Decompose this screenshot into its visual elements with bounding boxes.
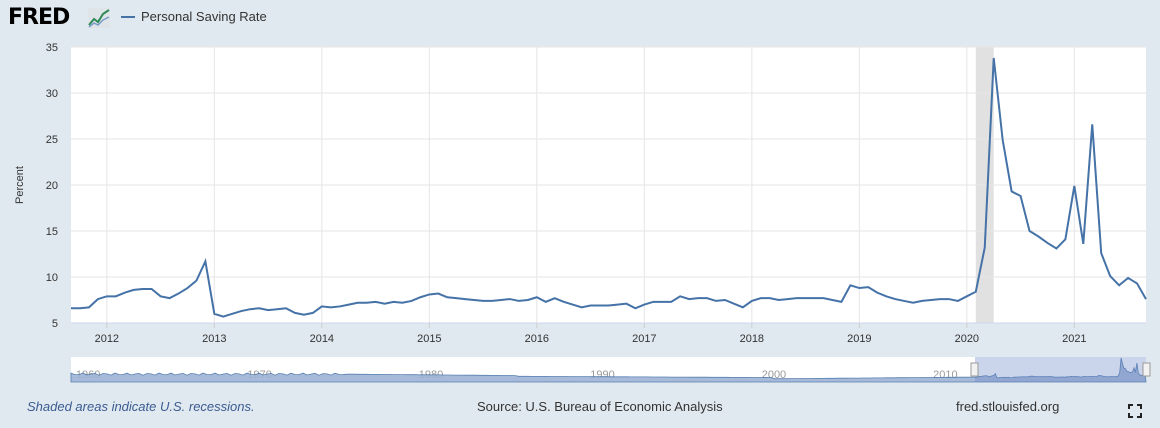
fullscreen-icon[interactable] <box>1128 404 1142 418</box>
y-tick-label: 20 <box>46 180 58 192</box>
chart-header: FRED Personal Saving Rate <box>0 0 1160 40</box>
y-tick-label: 15 <box>46 226 58 238</box>
y-tick-label: 5 <box>52 318 58 330</box>
navigator-selection[interactable] <box>975 357 1146 382</box>
x-tick-label: 2014 <box>310 333 334 345</box>
x-tick-label: 2012 <box>95 333 119 345</box>
y-tick-label: 10 <box>46 272 58 284</box>
legend[interactable]: Personal Saving Rate <box>121 9 267 24</box>
y-tick-label: 30 <box>46 88 58 100</box>
y-axis-label: Percent <box>14 166 26 204</box>
x-tick-label: 2019 <box>847 333 871 345</box>
fred-logo[interactable]: FRED <box>8 5 70 30</box>
x-tick-label: 2020 <box>955 333 979 345</box>
navigator-handle-right[interactable] <box>1142 362 1151 377</box>
x-tick-label: 2018 <box>740 333 764 345</box>
legend-label: Personal Saving Rate <box>141 9 267 24</box>
grid-layer <box>71 46 1146 328</box>
x-tick-label: 2017 <box>632 333 656 345</box>
navigator-area <box>70 357 1147 383</box>
legend-swatch <box>121 15 135 18</box>
y-tick-labels: 5 10 15 20 25 30 35 <box>46 42 58 330</box>
navigator-handle-left[interactable] <box>970 362 979 377</box>
y-tick-label: 35 <box>46 42 58 54</box>
x-tick-labels: 2012 2013 2014 2015 2016 2017 2018 2019 2020 2021 <box>95 333 1087 345</box>
x-tick-label: 2015 <box>417 333 441 345</box>
chart-line-icon <box>88 8 110 28</box>
x-tick-label: 2021 <box>1062 333 1086 345</box>
series-line-personal-saving-rate <box>71 57 1147 318</box>
x-tick-label: 2013 <box>202 333 226 345</box>
y-tick-label: 25 <box>46 134 58 146</box>
site-link[interactable]: fred.stlouisfed.org <box>956 399 1060 414</box>
source-note: Source: U.S. Bureau of Economic Analysis <box>477 399 723 414</box>
x-tick-label: 2016 <box>525 333 549 345</box>
recession-note[interactable]: Shaded areas indicate U.S. recessions. <box>27 399 255 414</box>
